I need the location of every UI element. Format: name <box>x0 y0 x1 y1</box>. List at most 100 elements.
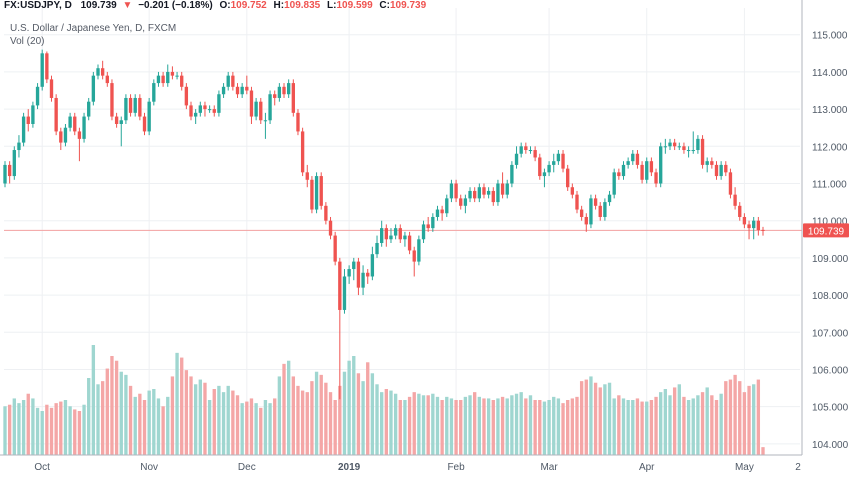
candle-body <box>752 220 756 229</box>
candle-body <box>217 94 221 113</box>
candle-body <box>21 116 26 143</box>
candle-body <box>314 176 319 210</box>
volume-bar <box>380 392 384 455</box>
candle-body <box>700 138 705 165</box>
volume-bar <box>259 407 263 455</box>
y-tick-label: 104.000 <box>812 440 849 451</box>
symbol-header: FX:USDJPY, D 109.739 ▼ −0.201 (−0.18%) O… <box>4 0 426 12</box>
candle-body <box>710 161 714 165</box>
volume-bar <box>603 384 607 455</box>
volume-bar <box>528 395 533 455</box>
volume-bar <box>496 398 500 455</box>
volume-bar <box>254 403 258 455</box>
candle-body <box>384 228 388 240</box>
candle-body <box>598 205 602 217</box>
volume-bar <box>119 371 123 455</box>
volume-bar <box>277 376 282 455</box>
candle-body <box>282 86 286 95</box>
candle-body <box>524 146 528 151</box>
y-tick-label: 114.000 <box>812 68 848 79</box>
candle-body <box>696 138 700 151</box>
volume-bar <box>198 379 202 455</box>
volume-bar <box>12 398 16 455</box>
candle-body <box>361 272 365 288</box>
candle-body <box>356 261 361 288</box>
volume-bar <box>356 373 361 455</box>
volume-bar <box>212 389 216 455</box>
volume-bar <box>235 395 240 455</box>
volume-bar <box>547 400 551 455</box>
candle-body <box>152 83 156 102</box>
volume-bar <box>100 381 105 455</box>
volume-bar <box>291 376 295 455</box>
volume-bar <box>421 395 426 455</box>
volume-bar <box>105 368 109 455</box>
volume-bar <box>435 396 440 455</box>
volume-bar <box>193 384 198 455</box>
candle-body <box>68 116 72 128</box>
volume-bar <box>440 400 444 455</box>
volume-bar <box>519 392 523 455</box>
candle-body <box>26 116 30 124</box>
volume-bar <box>156 398 161 455</box>
volume-bar <box>142 400 147 455</box>
volume-bar <box>319 374 323 455</box>
volume-bar <box>761 447 765 455</box>
candle-body <box>59 131 63 143</box>
candle-body <box>603 202 607 217</box>
candle-body <box>459 198 463 206</box>
candle-body <box>533 150 537 158</box>
volume-bar <box>26 393 30 455</box>
candle-body <box>552 161 556 165</box>
candle-body <box>352 261 356 270</box>
volume-bar <box>384 389 388 455</box>
y-tick-label: 115.000 <box>812 31 848 42</box>
candle-body <box>114 116 119 124</box>
volume-bar <box>240 403 244 455</box>
candle-body <box>170 71 175 76</box>
x-tick-label: Mar <box>540 462 558 473</box>
candle-body <box>691 150 695 152</box>
candle-body <box>338 261 342 310</box>
volume-bar <box>300 390 305 455</box>
volume-bar <box>514 393 519 455</box>
volume-bar <box>333 400 337 455</box>
candle-body <box>659 146 663 184</box>
y-tick-label: 108.000 <box>812 291 849 302</box>
y-tick-label: 109.000 <box>812 254 849 265</box>
volume-bar <box>486 398 491 455</box>
volume-bar <box>626 400 630 455</box>
volume-bar <box>752 384 756 455</box>
volume-bar <box>389 390 393 455</box>
volume-bar <box>366 362 370 455</box>
volume-bar <box>589 376 593 455</box>
volume-bar <box>231 390 235 455</box>
volume-bar <box>352 356 356 455</box>
candle-body <box>668 142 672 147</box>
volume-bar <box>682 396 686 455</box>
candle-body <box>649 161 654 173</box>
change-arrow-icon: ▼ <box>122 0 133 11</box>
volume-bar <box>338 385 342 455</box>
volume-bar <box>654 396 658 455</box>
volume-bar <box>575 396 579 455</box>
volume-bar <box>556 398 561 455</box>
y-tick-label: 113.000 <box>812 105 848 116</box>
candle-body <box>677 146 681 148</box>
volume-bar <box>49 407 54 455</box>
volume-bar <box>640 401 644 455</box>
candle-body <box>463 198 468 206</box>
candle-body <box>621 164 626 177</box>
candle-body <box>82 116 86 139</box>
volume-bar <box>152 389 156 455</box>
volume-bar <box>756 379 761 455</box>
candle-body <box>672 142 677 147</box>
volume-bar <box>286 360 291 455</box>
candle-body <box>305 172 309 180</box>
volume-bar <box>445 396 449 455</box>
volume-bar <box>473 392 477 455</box>
candle-body <box>514 153 519 165</box>
x-tick-label: Dec <box>238 462 256 473</box>
volume-bar <box>35 407 40 455</box>
